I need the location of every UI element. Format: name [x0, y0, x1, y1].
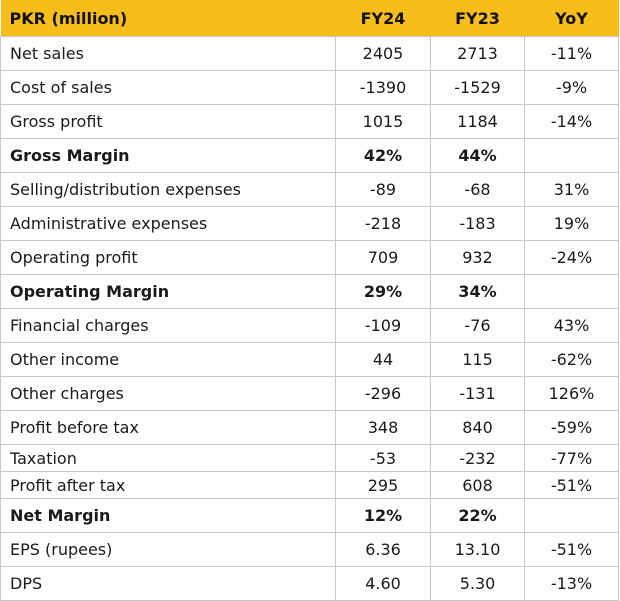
row-label: Operating Margin [0, 274, 336, 309]
header-row: PKR (million) FY24 FY23 YoY [0, 0, 619, 37]
cell-fy24: 295 [335, 471, 431, 499]
cell-yoy: -11% [524, 36, 619, 71]
cell-yoy: -24% [524, 240, 619, 275]
cell-fy24: 42% [335, 138, 431, 173]
cell-yoy: 43% [524, 308, 619, 343]
row-label: Gross profit [0, 104, 336, 139]
cell-yoy: -62% [524, 342, 619, 377]
cell-fy23: 115 [430, 342, 525, 377]
cell-fy24: 29% [335, 274, 431, 309]
cell-yoy: 126% [524, 376, 619, 411]
cell-fy24: 1015 [335, 104, 431, 139]
cell-fy23: 13.10 [430, 532, 525, 567]
cell-fy24: 44 [335, 342, 431, 377]
row-label: Cost of sales [0, 70, 336, 105]
cell-fy23: -232 [430, 444, 525, 472]
cell-fy23: 608 [430, 471, 525, 499]
cell-fy23: 840 [430, 410, 525, 445]
cell-fy23: -131 [430, 376, 525, 411]
table-row: Net Margin 12% 22% [0, 498, 619, 533]
table-row: Net sales 2405 2713 -11% [0, 36, 619, 71]
table-row: Financial charges -109 -76 43% [0, 308, 619, 343]
table-row: Cost of sales -1390 -1529 -9% [0, 70, 619, 105]
row-label: Gross Margin [0, 138, 336, 173]
cell-fy23: -68 [430, 172, 525, 207]
cell-fy24: 6.36 [335, 532, 431, 567]
table-row: Profit before tax 348 840 -59% [0, 410, 619, 445]
cell-yoy: 31% [524, 172, 619, 207]
table-row: Gross profit 1015 1184 -14% [0, 104, 619, 139]
cell-yoy [524, 498, 619, 533]
cell-yoy [524, 138, 619, 173]
table-row: Selling/distribution expenses -89 -68 31% [0, 172, 619, 207]
cell-fy24: -296 [335, 376, 431, 411]
cell-fy23: -1529 [430, 70, 525, 105]
row-label: Other charges [0, 376, 336, 411]
table-row: Operating profit 709 932 -24% [0, 240, 619, 275]
cell-fy24: 2405 [335, 36, 431, 71]
table-row: Operating Margin 29% 34% [0, 274, 619, 309]
table-row: Profit after tax 295 608 -51% [0, 471, 619, 499]
table-body: Net sales 2405 2713 -11% Cost of sales -1390-… [0, 36, 619, 601]
table-row: Other income 44 115 -62% [0, 342, 619, 377]
cell-fy23: 44% [430, 138, 525, 173]
row-label: Net Margin [0, 498, 336, 533]
cell-yoy [524, 274, 619, 309]
cell-yoy: -77% [524, 444, 619, 472]
cell-yoy: -13% [524, 566, 619, 601]
row-label: EPS (rupees) [0, 532, 336, 567]
cell-fy24: 12% [335, 498, 431, 533]
table-row: Taxation -53 -232 -77% [0, 444, 619, 472]
row-label: Taxation [0, 444, 336, 472]
cell-fy23: 34% [430, 274, 525, 309]
cell-fy24: -1390 [335, 70, 431, 105]
row-label: Selling/distribution expenses [0, 172, 336, 207]
row-label: Profit after tax [0, 471, 336, 499]
row-label: Operating profit [0, 240, 336, 275]
header-yoy: YoY [555, 8, 588, 28]
table-row: DPS 4.60 5.30 -13% [0, 566, 619, 601]
cell-fy23: 2713 [430, 36, 525, 71]
cell-yoy: -51% [524, 471, 619, 499]
cell-yoy: -51% [524, 532, 619, 567]
cell-fy23: 1184 [430, 104, 525, 139]
cell-fy23: -76 [430, 308, 525, 343]
row-label: Other income [0, 342, 336, 377]
header-fy23: FY23 [455, 8, 500, 28]
cell-fy24: 4.60 [335, 566, 431, 601]
cell-yoy: 19% [524, 206, 619, 241]
cell-fy24: -218 [335, 206, 431, 241]
table-row: Gross Margin 42% 44% [0, 138, 619, 173]
table-row: EPS (rupees) 6.36 13.10 -51% [0, 532, 619, 567]
cell-fy24: -89 [335, 172, 431, 207]
cell-fy24: -53 [335, 444, 431, 472]
cell-fy23: 22% [430, 498, 525, 533]
row-label: Administrative expenses [0, 206, 336, 241]
cell-yoy: -59% [524, 410, 619, 445]
cell-fy24: 709 [335, 240, 431, 275]
table-row: Other charges -296 -131 126% [0, 376, 619, 411]
cell-fy24: 348 [335, 410, 431, 445]
table-row: Administrative expenses -218 -183 19% [0, 206, 619, 241]
row-label: Net sales [0, 36, 336, 71]
row-label: Profit before tax [0, 410, 336, 445]
cell-fy23: 932 [430, 240, 525, 275]
cell-yoy: -9% [524, 70, 619, 105]
cell-yoy: -14% [524, 104, 619, 139]
header-label: PKR (million) [9, 8, 128, 28]
row-label: Financial charges [0, 308, 336, 343]
cell-fy24: -109 [335, 308, 431, 343]
row-label: DPS [0, 566, 336, 601]
header-fy24: FY24 [360, 8, 406, 28]
cell-fy23: 5.30 [430, 566, 525, 601]
cell-fy23: -183 [430, 206, 525, 241]
